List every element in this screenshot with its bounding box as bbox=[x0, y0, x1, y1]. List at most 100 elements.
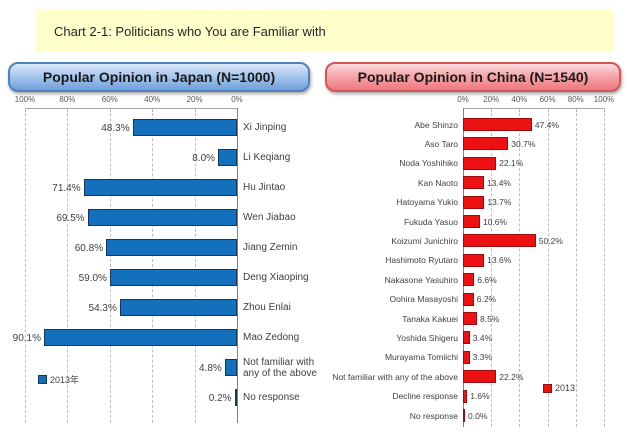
china-value-label: 47.4% bbox=[534, 119, 559, 130]
china-axis-tick-label: 80% bbox=[567, 95, 584, 104]
china-bar bbox=[463, 253, 485, 267]
china-value-label: 3.3% bbox=[472, 352, 493, 363]
china-bar bbox=[463, 331, 470, 345]
china-value-label: 13.6% bbox=[487, 255, 512, 266]
japan-panel-title: Popular Opinion in Japan (N=1000) bbox=[42, 69, 276, 85]
china-row-1: 47.4% Abe Shinzo bbox=[330, 115, 627, 134]
china-axis-line bbox=[463, 108, 604, 109]
china-value-label: 0.0% bbox=[468, 410, 488, 421]
china-bar bbox=[463, 156, 497, 170]
china-category-label: Fukuda Yasuo bbox=[403, 216, 458, 227]
china-bar bbox=[463, 118, 532, 131]
china-axis-tick-label: 100% bbox=[593, 95, 615, 104]
china-row-14: 22.2% Not familiar with any of the above bbox=[330, 367, 627, 386]
china-axis-tick-label: 40% bbox=[511, 95, 528, 104]
china-bar bbox=[463, 137, 509, 151]
china-category-label: Noda Yoshihiko bbox=[399, 158, 458, 169]
china-bar bbox=[463, 234, 536, 248]
japan-axis-tick-label: 0% bbox=[231, 95, 243, 104]
japan-axis-tick-label: 40% bbox=[144, 95, 161, 104]
japan-row-10: 0.2% No response bbox=[0, 383, 326, 413]
japan-bar bbox=[83, 179, 237, 196]
japan-legend-swatch bbox=[38, 375, 47, 384]
japan-legend-label: 2013年 bbox=[50, 375, 80, 385]
china-axis-baseline bbox=[463, 108, 464, 427]
japan-row-7: 54.3% Zhou Enlai bbox=[0, 293, 326, 323]
china-bar bbox=[463, 195, 485, 209]
japan-value-label: 8.0% bbox=[192, 152, 216, 164]
japan-axis-tick-label: 20% bbox=[186, 95, 203, 104]
japan-row-3: 71.4% Hu Jintao bbox=[0, 173, 326, 203]
japan-category-label: Mao Zedong bbox=[243, 332, 300, 344]
japan-row-5: 60.8% Jiang Zemin bbox=[0, 233, 326, 263]
china-row-16: 0.0% No response bbox=[330, 406, 627, 425]
china-value-label: 6.6% bbox=[477, 274, 497, 285]
china-row-12: 3.4% Yoshida Shigeru bbox=[330, 328, 627, 347]
japan-category-label: Deng Xiaoping bbox=[243, 272, 309, 284]
japan-category-label: Li Keqiang bbox=[243, 152, 291, 164]
japan-value-label: 69.5% bbox=[56, 212, 85, 224]
china-category-label: Hashimoto Ryutaro bbox=[385, 255, 458, 266]
japan-value-label: 59.0% bbox=[78, 272, 107, 284]
china-bar bbox=[463, 350, 470, 364]
japan-axis-line bbox=[25, 108, 237, 109]
japan-bar bbox=[119, 299, 237, 316]
china-row-4: 13.4% Kan Naoto bbox=[330, 173, 627, 192]
china-category-label: Not familiar with any of the above bbox=[332, 371, 458, 382]
china-category-label: Murayama Tomiichi bbox=[384, 352, 458, 363]
china-axis-tick-label: 20% bbox=[483, 95, 500, 104]
china-row-15: 1.6% Decline response bbox=[330, 387, 627, 406]
japan-bar bbox=[132, 119, 237, 136]
japan-gridline bbox=[67, 108, 69, 423]
china-bar bbox=[463, 370, 497, 384]
china-row-10: 6.2% Oohira Masayoshi bbox=[330, 290, 627, 309]
china-gridline bbox=[547, 108, 549, 427]
japan-value-label: 71.4% bbox=[52, 182, 81, 194]
china-category-label: Abe Shinzo bbox=[414, 119, 458, 130]
china-category-label: Koizumi Junichiro bbox=[391, 236, 458, 247]
china-category-label: Tanaka Kakuei bbox=[402, 313, 458, 324]
china-bar bbox=[463, 176, 484, 190]
china-bar bbox=[463, 409, 465, 422]
china-bar bbox=[463, 312, 477, 325]
title-banner: Chart 2-1: Politicians who You are Famil… bbox=[36, 10, 613, 52]
china-category-label: Aso Taro bbox=[424, 139, 458, 150]
japan-row-8: 90.1% Mao Zedong bbox=[0, 323, 326, 353]
china-bar bbox=[463, 215, 480, 228]
japan-gridline bbox=[152, 108, 154, 423]
japan-axis-baseline bbox=[237, 108, 238, 423]
japan-bar bbox=[218, 149, 237, 166]
china-value-label: 10.6% bbox=[482, 216, 508, 227]
china-value-label: 22.1% bbox=[499, 158, 524, 169]
japan-category-label: Xi Jinping bbox=[243, 122, 287, 134]
japan-row-6: 59.0% Deng Xiaoping bbox=[0, 263, 326, 293]
japan-panel-header: Popular Opinion in Japan (N=1000) bbox=[8, 62, 310, 92]
china-value-label: 3.4% bbox=[472, 333, 493, 344]
china-row-3: 22.1% Noda Yoshihiko bbox=[330, 154, 627, 173]
japan-value-label: 90.1% bbox=[12, 332, 41, 344]
china-value-label: 13.4% bbox=[486, 177, 511, 188]
china-panel-title: Popular Opinion in China (N=1540) bbox=[357, 69, 589, 85]
china-axis-tick-label: 60% bbox=[539, 95, 556, 104]
japan-bar bbox=[224, 359, 237, 376]
japan-bar bbox=[106, 239, 237, 256]
japan-value-label: 54.3% bbox=[88, 302, 117, 314]
japan-gridline bbox=[25, 108, 26, 423]
japan-category-label: No response bbox=[243, 392, 300, 404]
china-value-label: 8.5% bbox=[479, 313, 500, 324]
japan-gridline bbox=[194, 108, 196, 423]
japan-bar bbox=[109, 269, 237, 286]
china-row-9: 6.6% Nakasone Yasuhiro bbox=[330, 270, 627, 289]
japan-gridline bbox=[109, 108, 111, 423]
japan-value-label: 4.8% bbox=[199, 362, 222, 374]
japan-value-label: 60.8% bbox=[74, 242, 104, 254]
china-legend: 2013 bbox=[543, 383, 575, 393]
china-category-label: Nakasone Yasuhiro bbox=[384, 274, 458, 285]
china-value-label: 22.2% bbox=[499, 371, 524, 382]
japan-bar bbox=[44, 329, 237, 346]
japan-category-label: Not familiar with any of the above bbox=[243, 356, 317, 380]
china-gridline bbox=[575, 108, 577, 427]
china-gridline bbox=[491, 108, 493, 427]
japan-row-2: 8.0% Li Keqiang bbox=[0, 143, 326, 173]
